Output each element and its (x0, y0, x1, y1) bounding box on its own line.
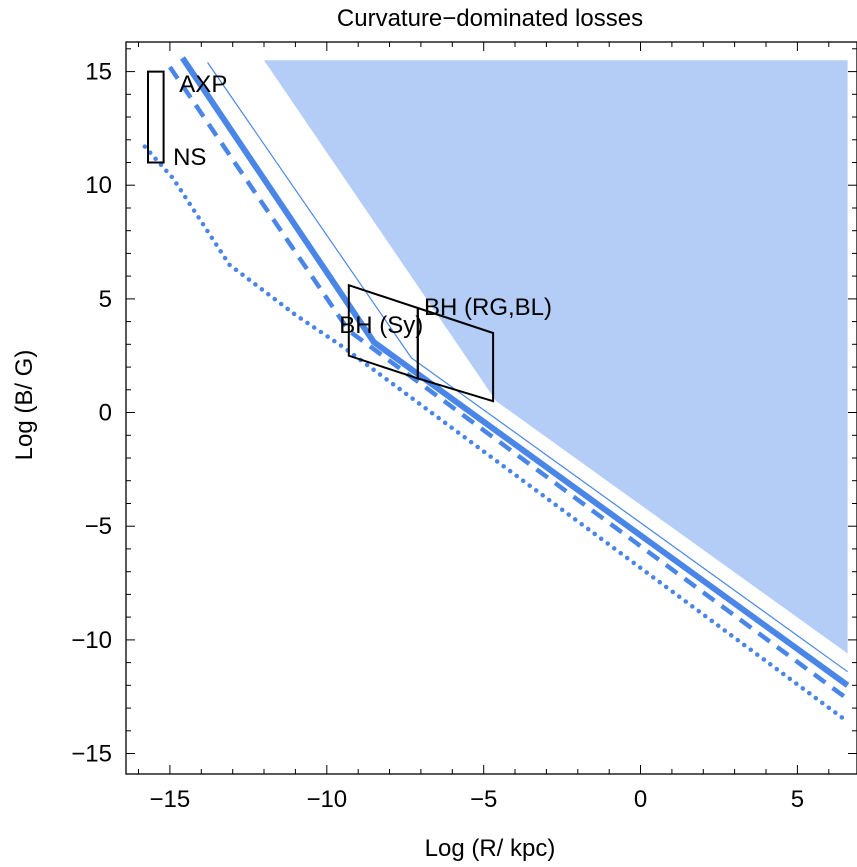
axes: −15 −10 −5 0 5 −15 −10 −5 0 5 10 15 (71, 42, 857, 813)
plot-frame (125, 41, 857, 775)
y-tick-label: −10 (71, 627, 112, 654)
annotation-label: NS (173, 144, 206, 171)
annotation-label: BH (RG,BL) (424, 294, 552, 321)
y-tick-label: −15 (71, 741, 112, 768)
x-tick-label: −10 (306, 786, 347, 813)
axp-ns-box (147, 70, 165, 164)
x-tick-label: −5 (470, 786, 497, 813)
y-axis-label: Log (B/ G) (11, 350, 38, 461)
x-tick-label: 0 (634, 786, 647, 813)
annotation-label: AXP (179, 71, 227, 98)
bh-rg-bl-box (416, 306, 495, 403)
series-line-dotted (142, 144, 850, 724)
y-tick-label: −5 (85, 513, 112, 540)
x-tick-label: 5 (791, 786, 804, 813)
allowed-region (264, 60, 848, 654)
x-axis-label: Log (R/ kpc) (425, 835, 556, 862)
y-tick-label: 5 (99, 286, 112, 313)
annotation-label: BH (Sy) (339, 312, 423, 339)
x-tick-label: −15 (150, 786, 191, 813)
y-tick-label: 0 (99, 400, 112, 427)
series-line-thick-solid (180, 56, 850, 688)
y-tick-label: 10 (85, 172, 112, 199)
chart-title: Curvature−dominated losses (337, 5, 643, 32)
annotations: AXP NS BH (Sy)BH (RG,BL) (173, 71, 552, 339)
series-line-thin-solid (207, 62, 848, 673)
plot-area (142, 56, 850, 724)
y-tick-label: 15 (85, 59, 112, 86)
